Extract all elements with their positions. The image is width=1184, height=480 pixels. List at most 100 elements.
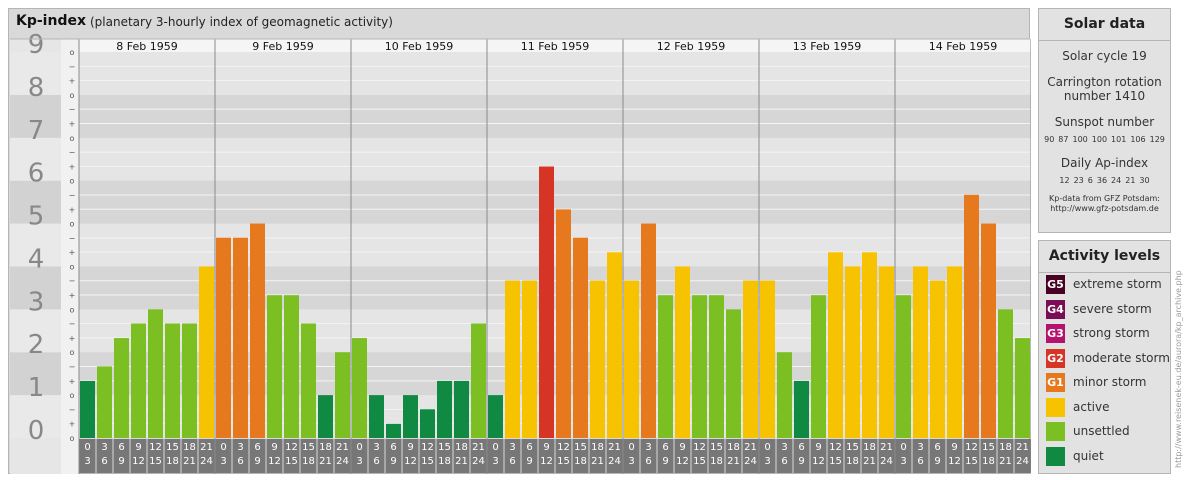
kp-minor-tick: + — [69, 77, 76, 86]
kp-plot: 0123456789o+o+−o+−o+−o+−o+−o+−o+−o+−o−8 … — [10, 30, 1031, 474]
time-slot-end: 21 — [455, 456, 468, 467]
kp-tick-label: 1 — [28, 373, 45, 403]
kp-tick-label: 4 — [28, 244, 45, 274]
time-slot-end: 24 — [744, 456, 757, 467]
time-slot-end: 12 — [676, 456, 689, 467]
day-label-strip — [79, 39, 1031, 52]
time-slot-start: 3 — [509, 442, 515, 453]
time-slot-end: 15 — [557, 456, 570, 467]
time-slot-cell — [436, 439, 453, 473]
time-slot-start: 6 — [390, 442, 396, 453]
time-slot-start: 9 — [679, 442, 685, 453]
time-slot-end: 24 — [472, 456, 485, 467]
time-slot-cell — [742, 439, 759, 473]
kp-minor-tick: o — [70, 134, 75, 143]
time-slot-end: 9 — [798, 456, 804, 467]
kp-bar — [199, 266, 214, 438]
time-slot-end: 9 — [118, 456, 124, 467]
time-slot-start: 21 — [1016, 442, 1029, 453]
time-slot-start: 18 — [999, 442, 1012, 453]
kp-bar — [148, 309, 163, 438]
kp-bar — [777, 352, 792, 438]
time-slot-start: 15 — [982, 442, 995, 453]
sunspot-values: 90 87 100 100 101 106 129 — [1039, 135, 1170, 144]
time-slot-cell — [793, 439, 810, 473]
time-slot-end: 24 — [336, 456, 349, 467]
kp-axis-band — [10, 266, 61, 310]
day-label: 13 Feb 1959 — [793, 40, 861, 53]
level-label: unsettled — [1073, 424, 1130, 438]
time-slot-end: 21 — [863, 456, 876, 467]
kp-bar — [709, 295, 724, 438]
time-slot-end: 18 — [846, 456, 859, 467]
time-slot-end: 21 — [591, 456, 604, 467]
time-slot-cell — [725, 439, 742, 473]
ap-index-value: 23 — [1073, 176, 1084, 185]
time-slot-end: 18 — [302, 456, 315, 467]
sunspot-value: 101 — [1111, 135, 1127, 144]
time-slot-cell — [623, 439, 640, 473]
time-slot-start: 0 — [84, 442, 90, 453]
level-swatch: G3 — [1046, 324, 1065, 343]
kp-minor-tick: + — [69, 377, 76, 386]
kp-bar — [913, 266, 928, 438]
time-slot-start: 6 — [798, 442, 804, 453]
kp-bar — [1015, 338, 1030, 438]
time-slot-cell — [861, 439, 878, 473]
kp-bar — [930, 280, 945, 438]
time-slot-cell — [589, 439, 606, 473]
level-swatch: G1 — [1046, 373, 1065, 392]
time-slot-cell — [96, 439, 113, 473]
time-slot-start: 18 — [591, 442, 604, 453]
time-slot-start: 12 — [693, 442, 706, 453]
kp-minor-tick: − — [69, 405, 76, 414]
time-slot-start: 15 — [846, 442, 859, 453]
time-slot-cell — [317, 439, 334, 473]
time-slot-start: 21 — [880, 442, 893, 453]
carrington-line-2: number 1410 — [1063, 89, 1146, 103]
kp-bar — [879, 266, 894, 438]
kp-bar — [131, 323, 146, 438]
day-label: 12 Feb 1959 — [657, 40, 725, 53]
kp-tick-label: 3 — [28, 287, 45, 317]
minor-tick-column — [61, 39, 79, 474]
credit-url[interactable]: http://www.reisenek-eu.de/aurora/kp_arch… — [1174, 270, 1183, 468]
time-slot-cell — [640, 439, 657, 473]
kp-axis-band — [10, 352, 61, 396]
kp-axis-band — [10, 309, 61, 353]
time-slot-end: 12 — [540, 456, 553, 467]
time-slot-end: 6 — [373, 456, 379, 467]
time-slot-end: 6 — [101, 456, 107, 467]
kp-bar — [403, 395, 418, 438]
level-swatch: G5 — [1046, 275, 1065, 294]
kp-tick-label: 7 — [28, 116, 45, 146]
kp-bar — [947, 266, 962, 438]
kp-minor-tick: − — [69, 105, 76, 114]
level-label: severe storm — [1073, 301, 1152, 316]
time-slot-cell — [980, 439, 997, 473]
time-slot-cell — [776, 439, 793, 473]
kp-bar — [369, 395, 384, 438]
time-slot-end: 9 — [254, 456, 260, 467]
kp-bar — [80, 380, 95, 438]
kp-bar — [794, 380, 809, 438]
time-slot-start: 15 — [574, 442, 587, 453]
time-slot-end: 6 — [237, 456, 243, 467]
time-slot-start: 15 — [302, 442, 315, 453]
time-slot-start: 18 — [727, 442, 740, 453]
time-slot-cell — [402, 439, 419, 473]
time-slot-cell — [538, 439, 555, 473]
time-slot-start: 0 — [900, 442, 906, 453]
data-source-link[interactable]: http://www.gfz-potsdam.de — [1050, 204, 1159, 213]
sunspot-value: 90 — [1044, 135, 1055, 144]
kp-bar — [471, 323, 486, 438]
time-slot-end: 3 — [900, 456, 906, 467]
kp-minor-tick: − — [69, 191, 76, 200]
time-slot-end: 3 — [764, 456, 770, 467]
kp-bar — [454, 380, 469, 438]
time-slot-cell — [198, 439, 215, 473]
time-slot-end: 12 — [132, 456, 145, 467]
time-slot-end: 15 — [965, 456, 978, 467]
kp-minor-tick: − — [69, 62, 76, 71]
time-slot-start: 9 — [815, 442, 821, 453]
